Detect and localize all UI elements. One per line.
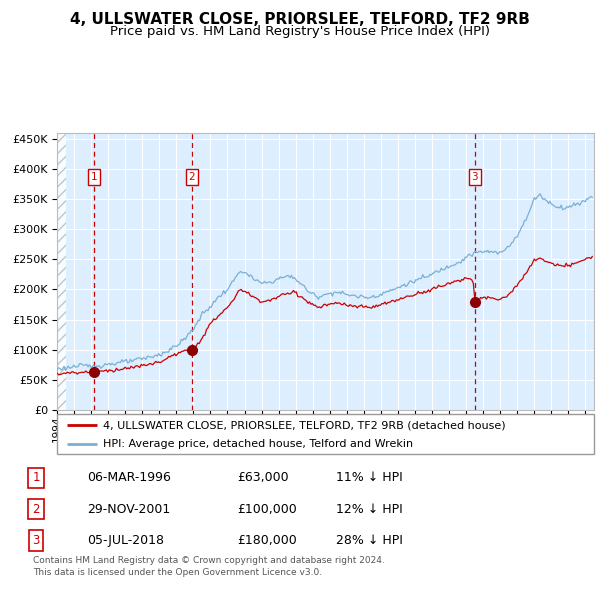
Text: £180,000: £180,000 bbox=[237, 534, 297, 547]
FancyBboxPatch shape bbox=[57, 414, 594, 454]
Text: 4, ULLSWATER CLOSE, PRIORSLEE, TELFORD, TF2 9RB (detached house): 4, ULLSWATER CLOSE, PRIORSLEE, TELFORD, … bbox=[103, 420, 505, 430]
Text: 29-NOV-2001: 29-NOV-2001 bbox=[87, 503, 170, 516]
Text: 28% ↓ HPI: 28% ↓ HPI bbox=[336, 534, 403, 547]
Text: 3: 3 bbox=[472, 172, 478, 182]
Text: HPI: Average price, detached house, Telford and Wrekin: HPI: Average price, detached house, Telf… bbox=[103, 440, 413, 449]
Text: 1: 1 bbox=[91, 172, 97, 182]
Text: 3: 3 bbox=[32, 534, 40, 547]
Text: 06-MAR-1996: 06-MAR-1996 bbox=[87, 471, 171, 484]
Text: 2: 2 bbox=[32, 503, 40, 516]
Text: 4, ULLSWATER CLOSE, PRIORSLEE, TELFORD, TF2 9RB: 4, ULLSWATER CLOSE, PRIORSLEE, TELFORD, … bbox=[70, 12, 530, 27]
Text: Contains HM Land Registry data © Crown copyright and database right 2024.
This d: Contains HM Land Registry data © Crown c… bbox=[33, 556, 385, 577]
Text: 2: 2 bbox=[188, 172, 195, 182]
Text: Price paid vs. HM Land Registry's House Price Index (HPI): Price paid vs. HM Land Registry's House … bbox=[110, 25, 490, 38]
Text: £100,000: £100,000 bbox=[237, 503, 297, 516]
Text: 05-JUL-2018: 05-JUL-2018 bbox=[87, 534, 164, 547]
Text: 11% ↓ HPI: 11% ↓ HPI bbox=[336, 471, 403, 484]
Text: 1: 1 bbox=[32, 471, 40, 484]
Text: £63,000: £63,000 bbox=[237, 471, 289, 484]
Bar bbox=[57, 133, 65, 410]
Text: 12% ↓ HPI: 12% ↓ HPI bbox=[336, 503, 403, 516]
